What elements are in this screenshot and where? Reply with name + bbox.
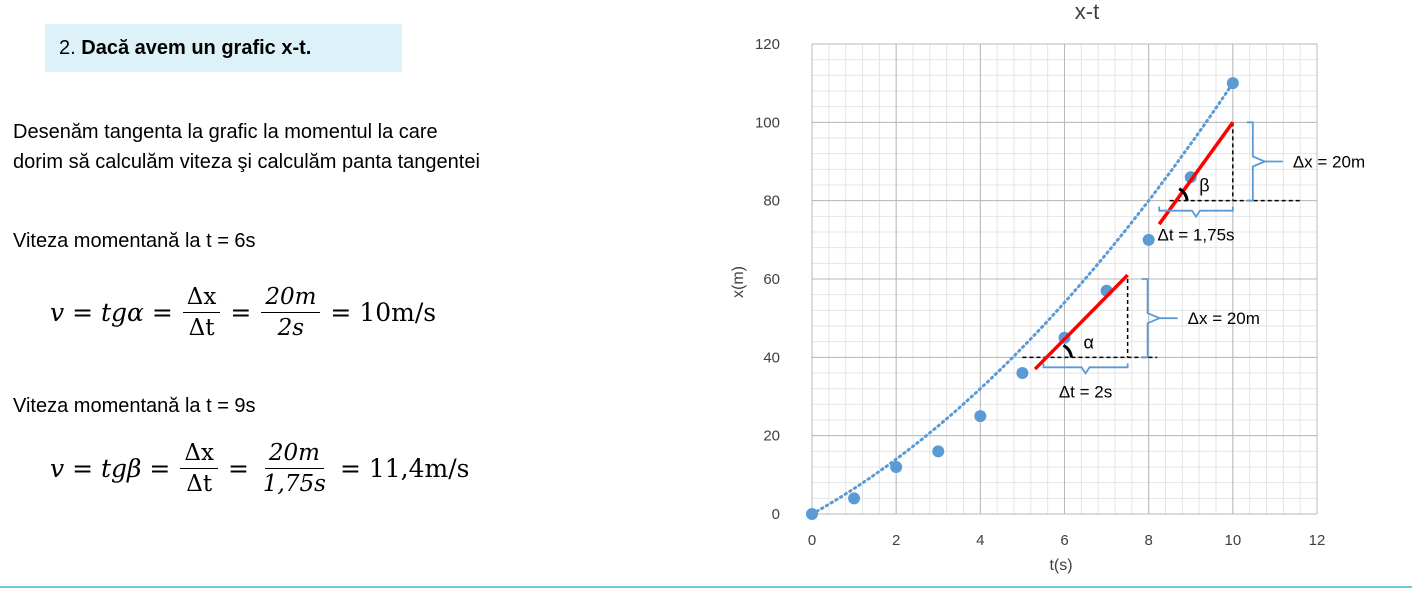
case2-label: Viteza momentană la t = 9s (13, 395, 256, 417)
heading-number: 2. (59, 37, 76, 59)
data-point-0 (806, 508, 818, 520)
x-tick-label: 0 (808, 532, 816, 549)
case2-fraction-1: Δx Δt (180, 440, 218, 497)
case2-num2: 20m (264, 440, 324, 469)
case1-equals: = (230, 298, 252, 327)
tangent-2-angle-arc (1178, 187, 1189, 201)
case1-formula: v = tgα = Δx Δt = 20m 2s = 10m/s (50, 284, 436, 341)
y-tick-label: 100 (755, 114, 780, 131)
tangent-2-line (1157, 121, 1235, 226)
case1-fraction-2: 20m 2s (261, 284, 321, 341)
case1-den2: 2s (277, 315, 305, 341)
case2-equals: = (227, 454, 249, 483)
data-point-8 (1142, 233, 1155, 246)
data-point-4 (974, 410, 987, 423)
tangent-1-angle-label: α (1083, 332, 1093, 352)
y-tick-label: 120 (755, 36, 780, 53)
case2-lhs: v = tgβ = (50, 454, 171, 483)
annotations: α Δt = 2s Δx = 20m β Δt = 1,75s Δx = 20m (1022, 121, 1365, 401)
tangent-1-dx-brace (1141, 278, 1162, 359)
intro-line-2: dorim să calculăm viteza şi calculăm pan… (13, 151, 480, 173)
y-tick-label: 40 (763, 349, 780, 366)
case2-den1: Δt (186, 471, 213, 497)
heading-text: Dacă avem un grafic x-t. (81, 37, 312, 59)
case1-den1: Δt (188, 315, 215, 341)
case2-num1: Δx (180, 440, 218, 469)
y-tick-label: 20 (763, 428, 780, 445)
x-tick-label: 4 (976, 532, 984, 549)
trendline-path (810, 81, 1235, 516)
case1-fraction-1: Δx Δt (182, 284, 221, 341)
y-tick-label: 80 (763, 193, 780, 210)
y-tick-label: 60 (763, 271, 780, 288)
tangent-1-dt-label: Δt = 2s (1059, 382, 1112, 401)
case1-lhs: v = tgα = (50, 298, 173, 327)
data-points (806, 77, 1239, 520)
heading: 2. Dacă avem un grafic x-t. (59, 37, 311, 60)
tangent-2-dx-label: Δx = 20m (1293, 153, 1365, 172)
x-axis-label: t(s) (1049, 557, 1072, 574)
tangent-1-angle-arc (1062, 344, 1073, 358)
data-point-1 (848, 492, 861, 505)
heading-box: 2. Dacă avem un grafic x-t. (45, 24, 402, 72)
data-point-3 (932, 445, 945, 458)
y-axis-label: x(m) (730, 266, 747, 298)
case2-den2: 1,75s (262, 471, 326, 497)
tangent-2-dt-label: Δt = 1,75s (1157, 226, 1234, 245)
case1-label: Viteza momentană la t = 6s (13, 230, 256, 252)
case2-fraction-2: 20m 1,75s (259, 440, 330, 497)
x-tick-label: 6 (1060, 532, 1068, 549)
x-tick-label: 8 (1144, 532, 1152, 549)
tangent-1-dx-label: Δx = 20m (1188, 309, 1260, 328)
tangent-2-angle-label: β (1199, 176, 1209, 196)
grid (811, 43, 1318, 515)
x-tick-label: 12 (1309, 532, 1326, 549)
tangent-2-dx-brace (1246, 121, 1268, 202)
chart-title: x-t (1075, 0, 1099, 24)
case1-num1: Δx (182, 284, 221, 313)
intro-line-1: Desenăm tangenta la grafic la momentul l… (13, 121, 438, 143)
case2-formula: v = tgβ = Δx Δt = 20m 1,75s = 11,4m/s (50, 440, 469, 497)
tangent-1-dt-brace (1042, 363, 1129, 375)
y-tick-label: 0 (772, 506, 780, 523)
data-point-5 (1016, 367, 1029, 379)
trendline (810, 81, 1235, 516)
case1-result: = 10m/s (330, 298, 437, 327)
tangent-1-line (1033, 273, 1129, 371)
tangent-2-dt-brace (1158, 206, 1234, 219)
case2-result: = 11,4m/s (339, 454, 470, 483)
case1-num2: 20m (261, 284, 321, 313)
bottom-divider (0, 586, 1412, 588)
data-point-10 (1226, 77, 1239, 90)
x-tick-label: 2 (892, 532, 900, 549)
data-point-2 (890, 461, 903, 473)
x-tick-label: 10 (1224, 532, 1241, 549)
